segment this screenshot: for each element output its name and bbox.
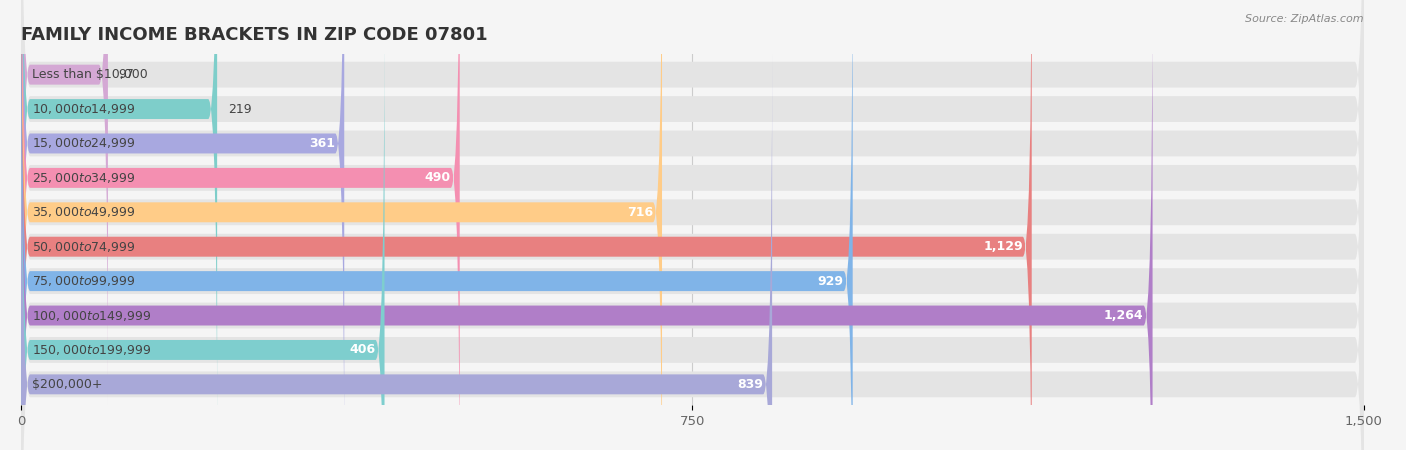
Text: $150,000 to $199,999: $150,000 to $199,999	[32, 343, 152, 357]
FancyBboxPatch shape	[21, 0, 1364, 450]
FancyBboxPatch shape	[21, 0, 852, 450]
Text: 929: 929	[818, 274, 844, 288]
Text: $50,000 to $74,999: $50,000 to $74,999	[32, 240, 135, 254]
FancyBboxPatch shape	[21, 0, 662, 450]
Text: 219: 219	[228, 103, 252, 116]
Text: $100,000 to $149,999: $100,000 to $149,999	[32, 309, 152, 323]
FancyBboxPatch shape	[21, 0, 1364, 450]
FancyBboxPatch shape	[21, 53, 1364, 450]
FancyBboxPatch shape	[21, 0, 1364, 450]
Text: Source: ZipAtlas.com: Source: ZipAtlas.com	[1246, 14, 1364, 23]
Text: FAMILY INCOME BRACKETS IN ZIP CODE 07801: FAMILY INCOME BRACKETS IN ZIP CODE 07801	[21, 26, 488, 44]
FancyBboxPatch shape	[21, 0, 1364, 450]
Text: $10,000 to $14,999: $10,000 to $14,999	[32, 102, 135, 116]
Text: $15,000 to $24,999: $15,000 to $24,999	[32, 136, 135, 150]
FancyBboxPatch shape	[21, 50, 772, 450]
Text: 1,264: 1,264	[1104, 309, 1143, 322]
Text: 1,129: 1,129	[983, 240, 1022, 253]
FancyBboxPatch shape	[21, 0, 108, 409]
Text: 716: 716	[627, 206, 652, 219]
Text: 406: 406	[350, 343, 375, 356]
FancyBboxPatch shape	[21, 0, 460, 450]
FancyBboxPatch shape	[21, 0, 1364, 440]
Text: 490: 490	[425, 171, 451, 184]
FancyBboxPatch shape	[21, 0, 1364, 450]
FancyBboxPatch shape	[21, 19, 1364, 450]
Text: $200,000+: $200,000+	[32, 378, 103, 391]
Text: 839: 839	[737, 378, 763, 391]
FancyBboxPatch shape	[21, 0, 1364, 406]
Text: $75,000 to $99,999: $75,000 to $99,999	[32, 274, 135, 288]
FancyBboxPatch shape	[21, 0, 1153, 450]
Text: 361: 361	[309, 137, 335, 150]
FancyBboxPatch shape	[21, 0, 344, 450]
Text: 97: 97	[118, 68, 135, 81]
Text: $25,000 to $34,999: $25,000 to $34,999	[32, 171, 135, 185]
FancyBboxPatch shape	[21, 0, 1364, 450]
FancyBboxPatch shape	[21, 0, 217, 443]
Text: $35,000 to $49,999: $35,000 to $49,999	[32, 205, 135, 219]
FancyBboxPatch shape	[21, 0, 1032, 450]
FancyBboxPatch shape	[21, 16, 384, 450]
Text: Less than $10,000: Less than $10,000	[32, 68, 148, 81]
